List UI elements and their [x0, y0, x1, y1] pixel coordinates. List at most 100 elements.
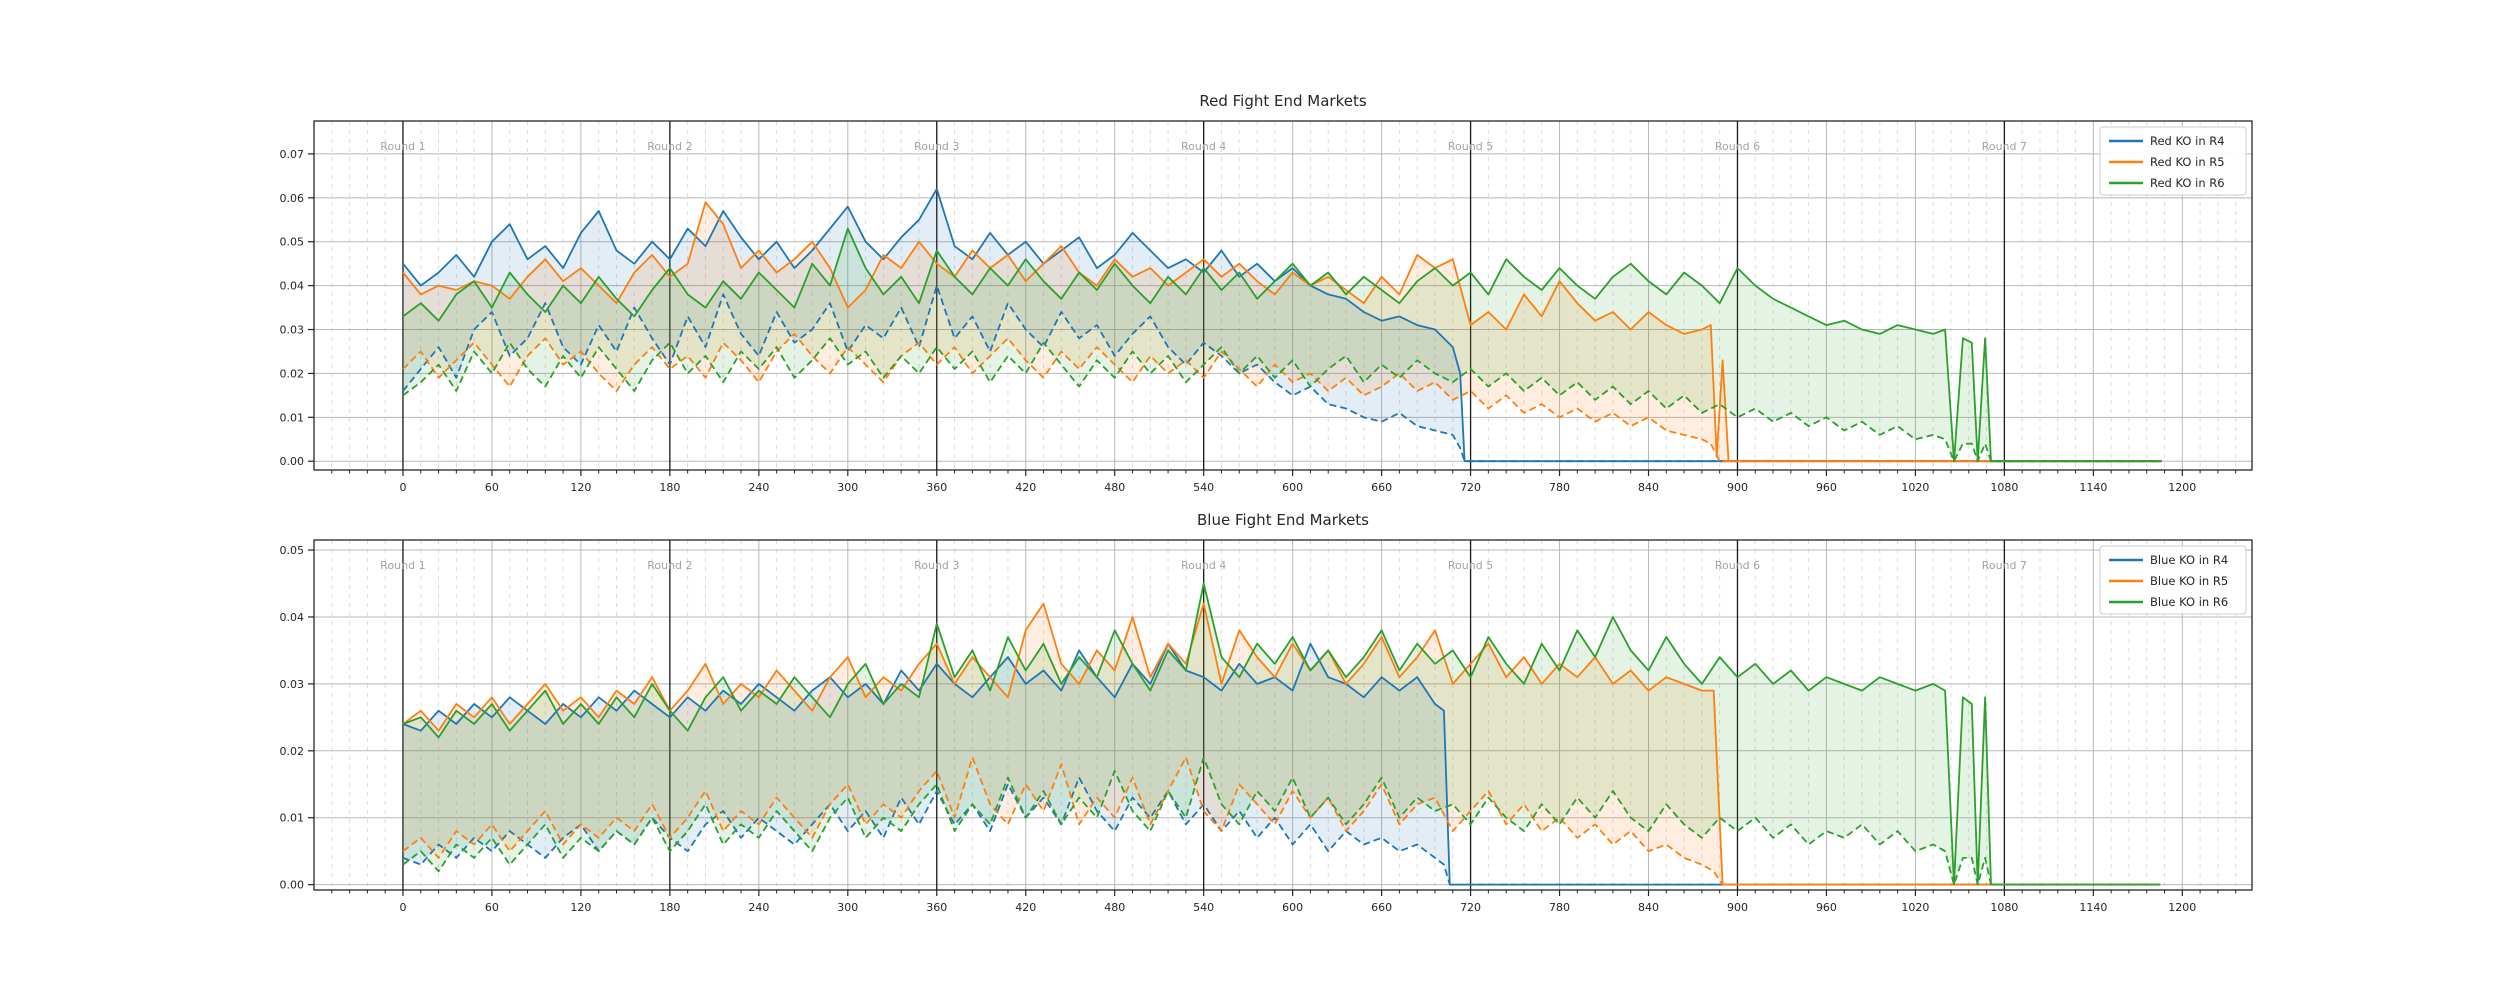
top-y-tick-label: 0.03: [280, 324, 305, 337]
bottom-x-tick-label: 0: [399, 901, 406, 914]
bottom-chart-title: Blue Fight End Markets: [1197, 511, 1369, 529]
bottom-x-tick-label: 120: [570, 901, 591, 914]
bottom-round-label: Round 5: [1448, 559, 1493, 572]
top-series-red-ko-in-r5: [402, 201, 2162, 463]
top-y-tick-label: 0.05: [280, 236, 305, 249]
top-x-tick-label: 1080: [1990, 481, 2018, 494]
top-round-label: Round 7: [1982, 140, 2027, 153]
bottom-x-tick-label: 840: [1638, 901, 1659, 914]
bottom-round-label: Round 2: [647, 559, 692, 572]
top-x-tick-label: 180: [659, 481, 680, 494]
top-band-fill-r4: [403, 189, 2162, 462]
top-x-tick-label: 480: [1104, 481, 1125, 494]
bottom-legend-label: Blue KO in R5: [2150, 574, 2228, 588]
bottom-x-tick-label: 180: [659, 901, 680, 914]
top-x-tick-label: 1140: [2079, 481, 2107, 494]
top-x-tick-label: 600: [1282, 481, 1303, 494]
bottom-series-blue-ko-in-r6: [402, 582, 2161, 886]
top-band-fill-r5: [403, 202, 2162, 462]
top-x-tick-label: 900: [1727, 481, 1748, 494]
top-chart-title: Red Fight End Markets: [1199, 92, 1367, 110]
top-x-tick-label: 1200: [2168, 481, 2196, 494]
top-round-label: Round 4: [1181, 140, 1226, 153]
top-series-red-ko-in-r4-lower-band: [402, 284, 2162, 463]
top-series-red-ko-in-r6-lower-band: [402, 337, 2162, 463]
bottom-round-label: Round 6: [1715, 559, 1760, 572]
bottom-y-tick-label: 0.01: [280, 812, 305, 825]
bottom-series-blue-ko-in-r4: [402, 642, 2161, 886]
bottom-x-tick-label: 60: [485, 901, 499, 914]
bottom-legend-box: [2099, 545, 2247, 615]
bottom-x-tick-label: 240: [748, 901, 769, 914]
bottom-x-tick-label: 420: [1015, 901, 1036, 914]
bottom-y-tick-label: 0.00: [280, 879, 305, 892]
top-x-tick-label: 0: [399, 481, 406, 494]
top-x-tick-label: 240: [748, 481, 769, 494]
top-x-tick-label: 660: [1371, 481, 1392, 494]
top-series-red-ko-in-r4: [402, 188, 2162, 463]
top-x-tick-label: 780: [1549, 481, 1570, 494]
bottom-round-label: Round 4: [1181, 559, 1226, 572]
bottom-axes-frame: [313, 539, 2253, 891]
bottom-x-tick-label: 600: [1282, 901, 1303, 914]
bottom-x-tick-label: 1140: [2079, 901, 2107, 914]
bottom-x-tick-label: 780: [1549, 901, 1570, 914]
top-legend-label: Red KO in R4: [2150, 134, 2225, 148]
bottom-x-tick-label: 1080: [1990, 901, 2018, 914]
bottom-x-tick-label: 660: [1371, 901, 1392, 914]
top-x-tick-label: 360: [926, 481, 947, 494]
bottom-legend-label: Blue KO in R6: [2150, 595, 2228, 609]
top-band-fill-r6: [403, 228, 2162, 462]
bottom-round-label: Round 1: [380, 559, 425, 572]
top-x-tick-label: 840: [1638, 481, 1659, 494]
top-y-tick-label: 0.02: [280, 367, 305, 380]
top-round-label: Round 6: [1715, 140, 1760, 153]
bottom-series-blue-ko-in-r5-lower-band: [402, 756, 2161, 886]
bottom-y-tick-label: 0.03: [280, 678, 305, 691]
top-legend-label: Red KO in R5: [2150, 155, 2225, 169]
bottom-legend-label: Blue KO in R4: [2150, 553, 2228, 567]
top-x-tick-label: 420: [1015, 481, 1036, 494]
bottom-x-tick-label: 480: [1104, 901, 1125, 914]
top-x-tick-label: 540: [1193, 481, 1214, 494]
top-axes-frame: [313, 120, 2253, 471]
top-round-label: Round 2: [647, 140, 692, 153]
bottom-series-blue-ko-in-r5: [402, 602, 2161, 886]
bottom-y-tick-label: 0.05: [280, 544, 305, 557]
bottom-band-fill-r6: [403, 583, 2161, 885]
top-x-tick-label: 960: [1816, 481, 1837, 494]
top-x-tick-label: 300: [837, 481, 858, 494]
bottom-round-label: Round 3: [914, 559, 959, 572]
top-x-tick-label: 60: [485, 481, 499, 494]
top-legend-box: [2099, 126, 2247, 196]
top-round-label: Round 5: [1448, 140, 1493, 153]
bottom-band-fill-r5: [403, 603, 2161, 885]
top-x-tick-label: 1020: [1901, 481, 1929, 494]
bottom-y-tick-label: 0.04: [280, 611, 305, 624]
bottom-x-tick-label: 720: [1460, 901, 1481, 914]
top-legend-label: Red KO in R6: [2150, 176, 2225, 190]
top-series-red-ko-in-r5-lower-band: [402, 333, 2162, 463]
top-series-red-ko-in-r6: [402, 227, 2162, 463]
bottom-x-tick-label: 540: [1193, 901, 1214, 914]
top-x-tick-label: 720: [1460, 481, 1481, 494]
bottom-x-tick-label: 1020: [1901, 901, 1929, 914]
top-y-tick-label: 0.07: [280, 148, 305, 161]
bottom-x-tick-label: 300: [837, 901, 858, 914]
bottom-band-fill-r4: [403, 643, 2161, 885]
top-round-label: Round 3: [914, 140, 959, 153]
bottom-x-tick-label: 1200: [2168, 901, 2196, 914]
bottom-x-tick-label: 360: [926, 901, 947, 914]
top-y-tick-label: 0.01: [280, 411, 305, 424]
top-round-label: Round 1: [380, 140, 425, 153]
top-y-tick-label: 0.06: [280, 192, 305, 205]
top-y-tick-label: 0.04: [280, 280, 305, 293]
bottom-x-tick-label: 900: [1727, 901, 1748, 914]
bottom-x-tick-label: 960: [1816, 901, 1837, 914]
top-y-tick-label: 0.00: [280, 455, 305, 468]
top-x-tick-label: 120: [570, 481, 591, 494]
bottom-round-label: Round 7: [1982, 559, 2027, 572]
bottom-y-tick-label: 0.02: [280, 745, 305, 758]
